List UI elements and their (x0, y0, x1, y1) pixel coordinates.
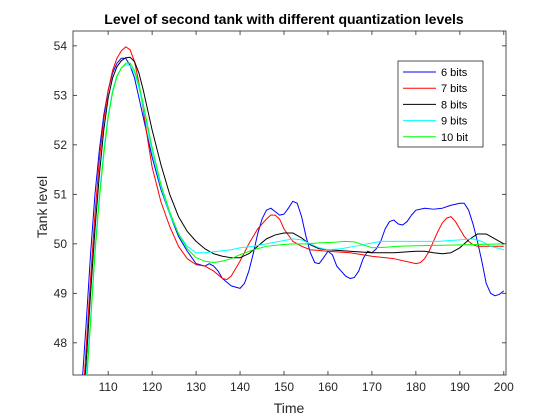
y-tick-label: 50 (54, 237, 68, 251)
series-line-3 (84, 56, 505, 375)
legend-label: 9 bits (441, 116, 468, 128)
y-tick-label: 49 (54, 286, 68, 300)
x-tick-label: 150 (274, 380, 294, 394)
y-axis-label: Tank level (34, 176, 50, 238)
x-axis-label: Time (274, 400, 305, 416)
x-tick-label: 160 (318, 380, 338, 394)
y-tick-label: 54 (54, 39, 68, 53)
legend-label: 7 bits (441, 83, 468, 95)
series-line-5 (86, 62, 504, 375)
x-tick-label: 140 (230, 380, 250, 394)
x-tick-label: 180 (406, 380, 426, 394)
chart-title: Level of second tank with different quan… (104, 11, 464, 27)
legend-label: 8 bits (441, 99, 468, 111)
legend-label: 6 bits (441, 67, 468, 79)
ticks-layer: 110 120 130 140 150 160 170 180 190 200 48 49 50 51 52… (54, 31, 514, 394)
y-tick-label: 53 (54, 88, 68, 102)
x-tick-label: 120 (142, 380, 162, 394)
x-tick-label: 190 (450, 380, 470, 394)
series-line-1 (82, 57, 505, 375)
series-layer (82, 46, 505, 375)
legend-label: 10 bit (441, 132, 468, 144)
legend: 6 bits 7 bits 8 bits 9 bits 10 bit (397, 60, 484, 148)
series-line-2 (83, 46, 504, 375)
y-tick-label: 51 (54, 187, 68, 201)
x-tick-label: 170 (362, 380, 382, 394)
x-tick-label: 110 (99, 380, 118, 394)
x-tick-label: 200 (494, 380, 514, 394)
y-tick-label: 52 (54, 138, 68, 152)
y-tick-label: 48 (54, 336, 68, 350)
x-tick-label: 130 (186, 380, 206, 394)
